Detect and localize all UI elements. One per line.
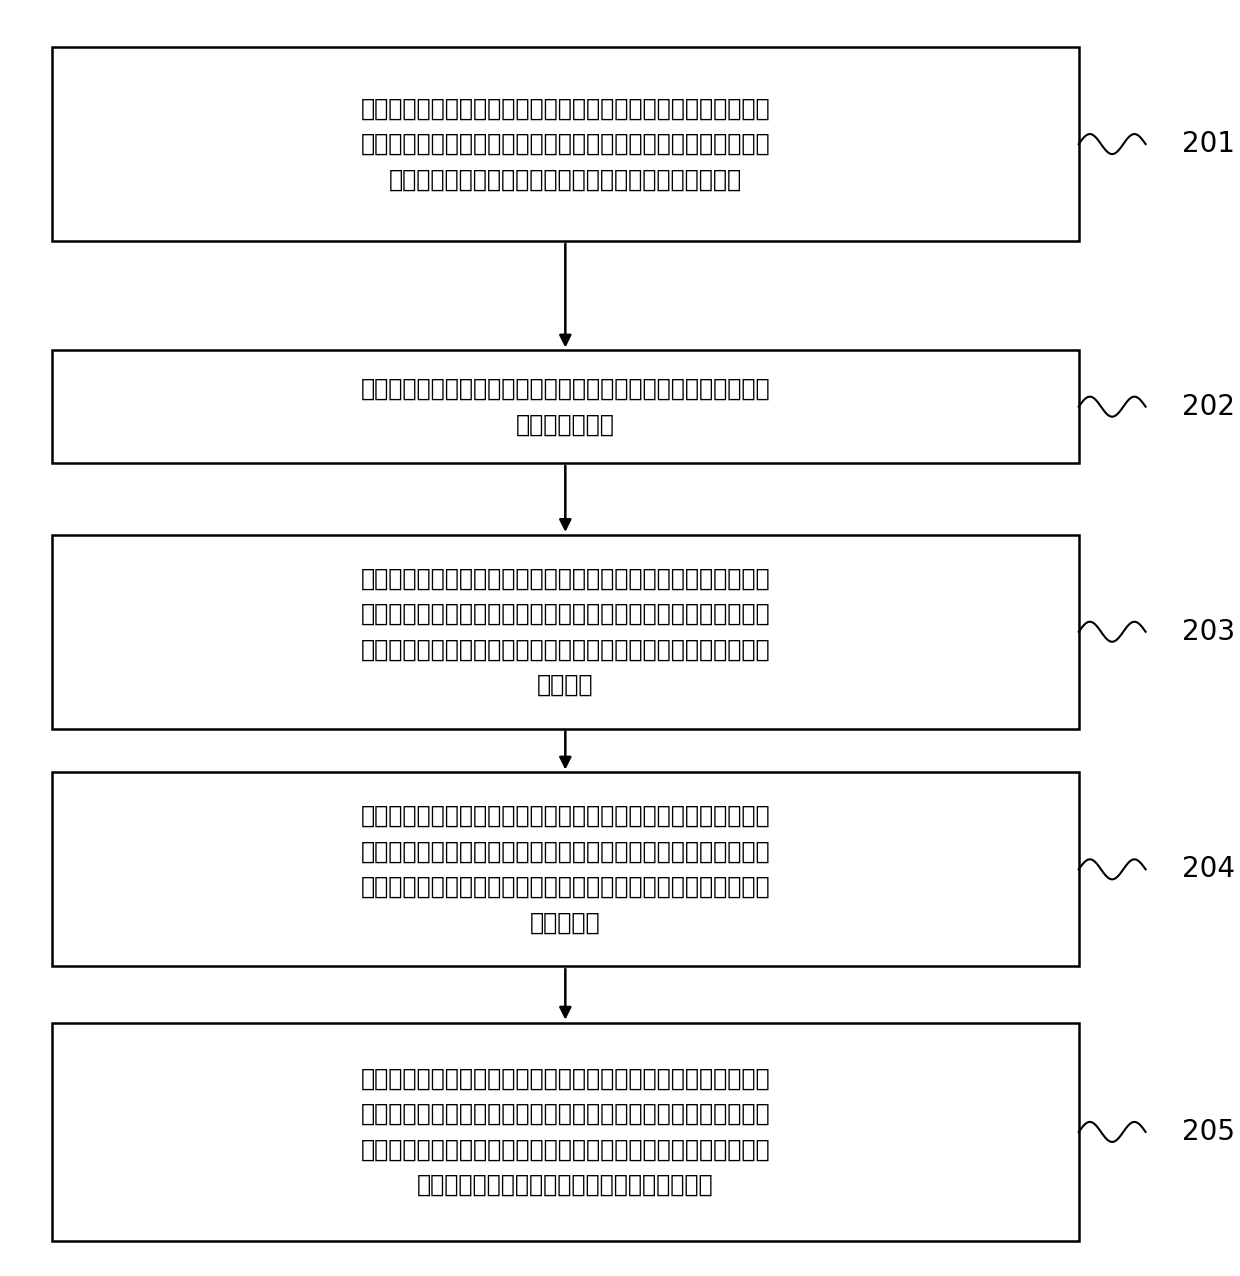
Text: 202: 202	[1182, 393, 1235, 421]
Bar	[52, 47, 1079, 241]
Text: 使来自第一套管的循环水依次对还原炉的底盘和炉筒进行降温后，
进入循环水系统: 使来自第一套管的循环水依次对还原炉的底盘和炉筒进行降温后， 进入循环水系统	[361, 376, 770, 436]
Bar	[52, 772, 1079, 966]
Text: 在第二套管中利用来自李比希冷凝管的循环水的冷量对来自尾气换
热器的还原尾气再次进行冷却处理，并使第二套管冷却后的还原尾
气进入李比希冷凝管，以及使冷量已被第二套: 在第二套管中利用来自李比希冷凝管的循环水的冷量对来自尾气换 热器的还原尾气再次进…	[361, 804, 770, 934]
Bar	[52, 1022, 1079, 1242]
Text: 204: 204	[1182, 855, 1235, 883]
Text: 201: 201	[1182, 130, 1235, 158]
Bar	[52, 535, 1079, 729]
Bar	[52, 351, 1079, 463]
Text: 在李比希冷凝管中利用来自静态混合器的进料气和来自循环水系统
的循环水的冷量对来自第二套管的还原尾气再次进行冷却处理，并
使冷量已被李比希冷凝管利用的进料气进入尾: 在李比希冷凝管中利用来自静态混合器的进料气和来自循环水系统 的循环水的冷量对来自…	[361, 1067, 770, 1197]
Text: 在第一套管中利用来自第二套管的循环水的冷量对还原炉输出的还
原尾气进行冷却处理，并使第一套管冷却后的还原尾气进入尾气换
热器，以及使冷量已被第一套管利用的循环水: 在第一套管中利用来自第二套管的循环水的冷量对还原炉输出的还 原尾气进行冷却处理，…	[361, 97, 770, 191]
Text: 203: 203	[1182, 618, 1235, 646]
Text: 205: 205	[1182, 1118, 1235, 1146]
Text: 在尾气换热器中利用来自李比希冷凝管的进料气的冷量对来自第一
套管的还原尾气再次进行冷却处理，并使尾气换热器冷却后的还原
尾气进入第二套管，以及使冷量已被尾气换热: 在尾气换热器中利用来自李比希冷凝管的进料气的冷量对来自第一 套管的还原尾气再次进…	[361, 567, 770, 697]
